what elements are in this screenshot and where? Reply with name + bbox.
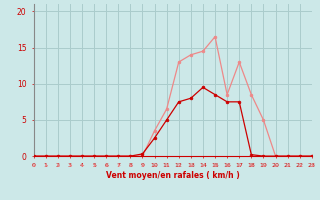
X-axis label: Vent moyen/en rafales ( km/h ): Vent moyen/en rafales ( km/h ) — [106, 171, 240, 180]
